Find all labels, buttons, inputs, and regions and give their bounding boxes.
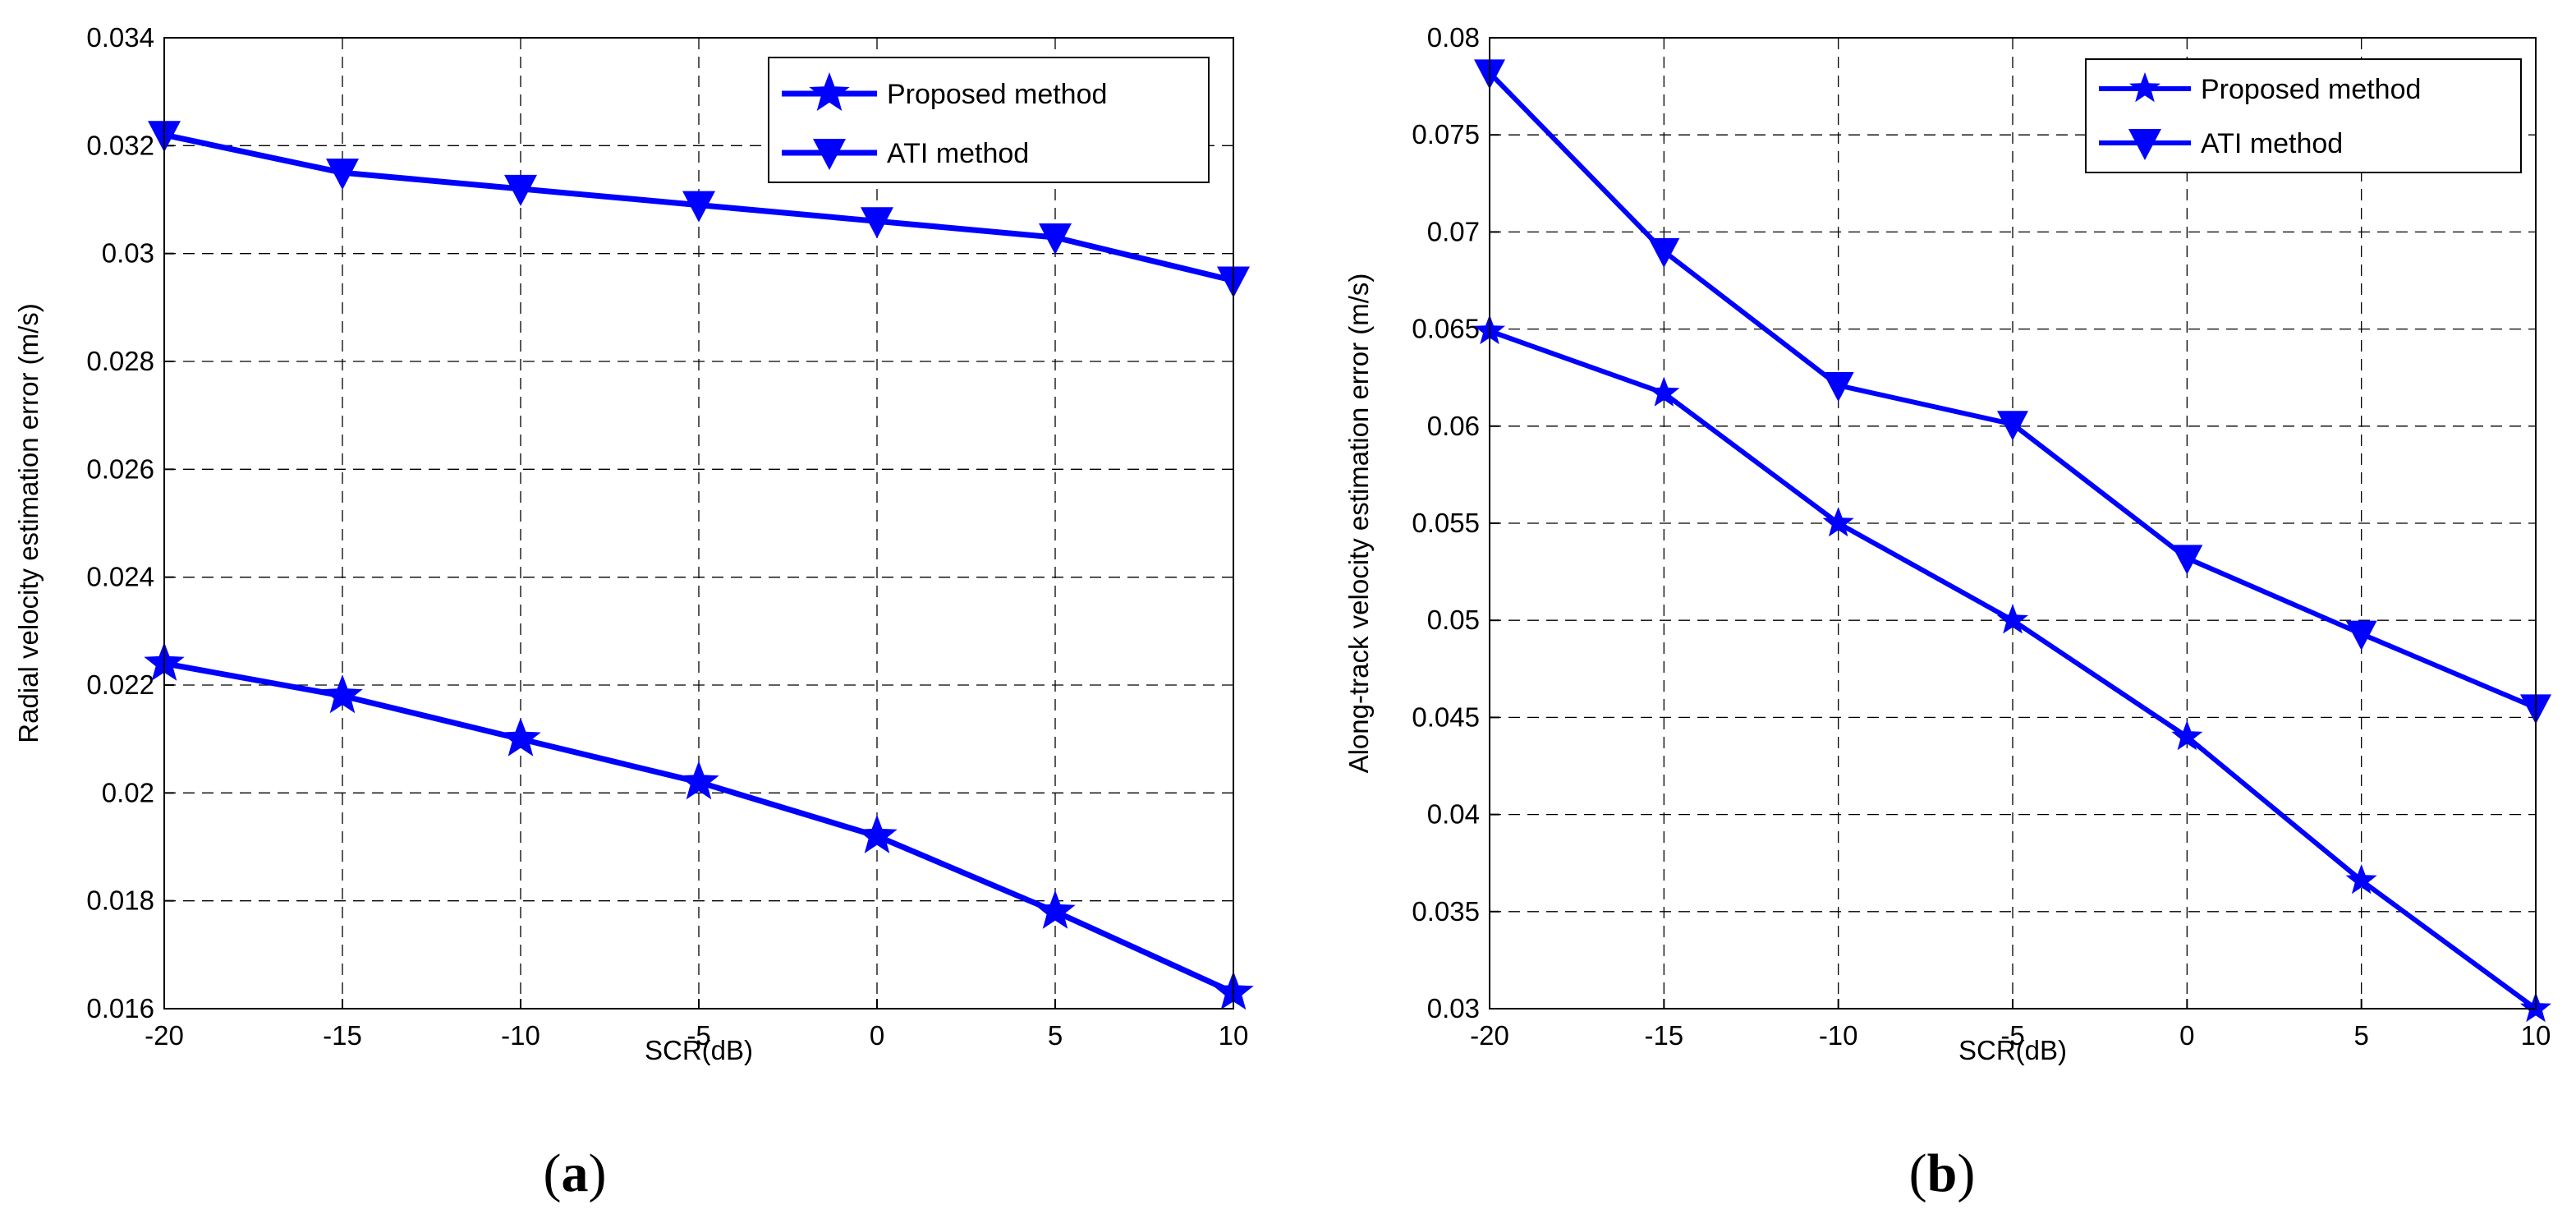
chart-b-y-tick-label: 0.08 — [1427, 22, 1480, 53]
chart-b-y-tick-label: 0.06 — [1427, 411, 1480, 441]
chart-a-plot-area — [164, 38, 1233, 1009]
chart-b-y-tick-label: 0.07 — [1427, 216, 1480, 246]
chart-a-y-tick-label: 0.026 — [86, 453, 154, 484]
chart-a-point-proposed — [322, 674, 363, 714]
chart-b-legend-label-ati: ATI method — [2201, 128, 2343, 159]
chart-b-legend: Proposed method ATI method — [2085, 58, 2522, 173]
chart-b-y-tick-label: 0.03 — [1427, 993, 1480, 1023]
chart-a-x-axis-label: SCR(dB) — [645, 1035, 753, 1065]
chart-a-ticks: -20 -15 -10 -5 0 5 10 0.016 0.018 0.02 0.022 0.024 0… — [86, 22, 1248, 1051]
chart-a-y-axis-label: Radial velocity estimation error (m/s) — [13, 303, 44, 743]
chart-a-point-proposed — [856, 814, 898, 853]
chart-a-x-tick-label: 5 — [1048, 1020, 1063, 1051]
chart-a-x-tick-label: -10 — [501, 1020, 540, 1051]
chart-b-axes-box — [1489, 37, 2537, 1010]
chart-b: -20 -15 -10 -5 0 5 10 0.03 0.035 0.04 0.045 0.05 0.0… — [1343, 22, 2551, 1203]
chart-a-legend: Proposed method ATI method — [768, 57, 1210, 183]
chart-b-legend-entry-proposed: Proposed method — [2099, 72, 2421, 105]
chart-a-point-proposed — [500, 717, 541, 757]
chart-b-x-tick-label: -5 — [2000, 1020, 2024, 1051]
chart-a-y-tick-label: 0.024 — [86, 562, 154, 592]
chart-b-y-tick-label: 0.045 — [1412, 701, 1480, 732]
chart-b-point-proposed — [2345, 864, 2377, 895]
chart-b-y-axis-label: Along-track velocity estimation error (m… — [1343, 274, 1374, 774]
chart-a-y-tick-label: 0.028 — [86, 346, 154, 376]
chart-a-legend-triangle-marker — [813, 139, 846, 170]
chart-b-panel-label: (b) — [1909, 1143, 1976, 1203]
chart-b-y-tick-label: 0.055 — [1412, 508, 1480, 538]
chart-b-legend-label-proposed: Proposed method — [2201, 74, 2421, 105]
chart-a-point-ati — [326, 159, 359, 191]
chart-b-legend-box — [2085, 58, 2522, 173]
chart-b-x-tick-label: -20 — [1470, 1020, 1509, 1051]
chart-a-y-tick-label: 0.03 — [102, 238, 154, 269]
chart-b-y-tick-label: 0.04 — [1427, 799, 1480, 830]
chart-a-point-proposed — [1035, 890, 1076, 929]
chart-a-series — [144, 121, 1254, 1010]
chart-b-legend-entry-ati: ATI method — [2099, 128, 2343, 160]
chart-a-point-ati — [504, 174, 537, 206]
chart-a-y-tick-label: 0.034 — [86, 22, 154, 53]
chart-b-legend-triangle-marker — [2128, 129, 2161, 160]
chart-b-point-proposed — [1648, 376, 1680, 407]
chart-a-x-tick-label: 0 — [870, 1020, 884, 1051]
chart-b-x-tick-label: 10 — [2521, 1020, 2551, 1051]
chart-a-axes-box — [163, 37, 1234, 1010]
chart-a: -20 -15 -10 -5 0 5 10 0.016 0.018 0.02 0.022 0.024 0… — [13, 22, 1254, 1203]
chart-a-point-ati — [1039, 223, 1072, 255]
chart-b-point-ati — [1997, 411, 2028, 441]
chart-a-x-tick-label: -5 — [686, 1020, 710, 1051]
chart-a-legend-box — [768, 57, 1210, 183]
chart-b-point-ati — [1822, 372, 1854, 402]
chart-b-x-axis-label: SCR(dB) — [1958, 1035, 2067, 1065]
chart-b-x-tick-label: 0 — [2179, 1020, 2194, 1051]
chart-a-x-tick-label: -15 — [323, 1020, 362, 1051]
chart-a-legend-entry-proposed: Proposed method — [782, 72, 1107, 111]
chart-a-y-tick-label: 0.02 — [102, 777, 154, 807]
chart-b-y-tick-label: 0.075 — [1412, 119, 1480, 149]
chart-a-x-tick-label: 10 — [1219, 1020, 1249, 1051]
chart-a-legend-star-marker — [809, 72, 850, 111]
chart-b-x-tick-label: -10 — [1819, 1020, 1858, 1051]
chart-b-point-ati — [2171, 545, 2203, 575]
chart-a-point-ati — [861, 207, 893, 239]
chart-a-legend-label-proposed: Proposed method — [887, 79, 1107, 110]
chart-a-point-proposed — [678, 761, 719, 800]
chart-b-y-tick-label: 0.05 — [1427, 605, 1480, 635]
chart-b-point-proposed — [2171, 720, 2203, 751]
chart-a-y-tick-label: 0.016 — [86, 993, 154, 1023]
chart-b-y-tick-label: 0.065 — [1412, 314, 1480, 344]
chart-a-y-tick-label: 0.022 — [86, 669, 154, 700]
chart-a-panel-label: (a) — [544, 1143, 607, 1203]
chart-b-point-ati — [2345, 620, 2377, 651]
chart-b-x-tick-label: -15 — [1644, 1020, 1683, 1051]
chart-b-point-proposed — [1822, 507, 1854, 537]
chart-a-point-ati — [682, 191, 715, 223]
chart-a-y-tick-label: 0.018 — [86, 885, 154, 916]
chart-b-legend-star-marker — [2129, 72, 2160, 103]
chart-b-y-tick-label: 0.035 — [1412, 896, 1480, 927]
chart-b-point-proposed — [1997, 604, 2028, 634]
chart-a-legend-label-ati: ATI method — [887, 138, 1029, 169]
chart-a-y-tick-label: 0.032 — [86, 130, 154, 160]
chart-a-legend-entry-ati: ATI method — [782, 138, 1029, 170]
chart-a-x-tick-label: -20 — [145, 1020, 184, 1051]
chart-b-x-tick-label: 5 — [2353, 1020, 2368, 1051]
chart-b-point-ati — [1648, 237, 1680, 268]
